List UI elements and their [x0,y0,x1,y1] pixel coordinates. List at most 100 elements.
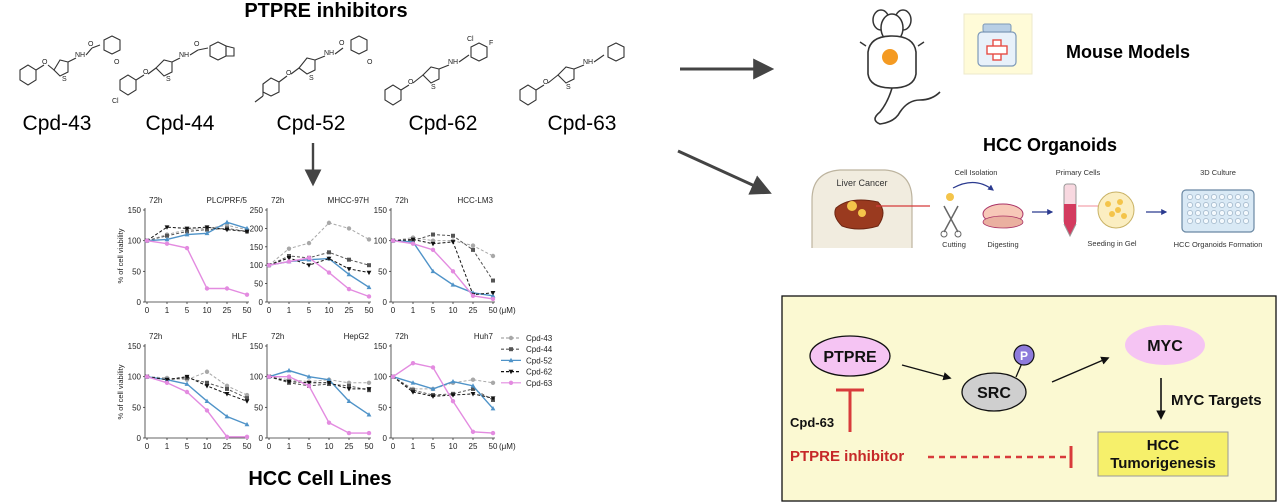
arrow-to-organoids [677,149,772,195]
legend-marker [508,380,514,385]
data-point [286,259,292,264]
data-point [471,386,475,391]
data-point [346,271,352,277]
data-point [451,233,455,238]
data-point [286,367,292,373]
y-tick-label: 150 [250,342,264,351]
x-tick-label: 0 [145,306,150,315]
structure-cpd-63: O S NH [519,42,625,106]
data-point [366,294,372,299]
data-point [430,365,436,370]
well [1235,218,1241,224]
well [1187,194,1193,200]
data-point [450,240,456,245]
compound-label: Cpd-43 [23,112,92,135]
y-tick-label: 50 [254,280,263,289]
data-point [450,378,456,384]
y-tick-label: 250 [250,206,264,215]
well [1219,210,1225,216]
series-line [393,234,494,281]
mouse-illustration [859,9,941,125]
data-point [306,240,312,246]
data-point [346,267,352,272]
data-point [204,225,210,230]
data-point [366,430,372,436]
data-point [346,286,352,292]
well [1203,218,1209,224]
time-label: 72h [395,332,408,341]
data-point [366,270,372,276]
well [1219,202,1225,208]
data-point [346,387,352,392]
series-line [146,226,248,242]
data-point [326,256,332,262]
x-axis-unit: (μM) [499,306,516,315]
y-tick-label: 50 [132,267,141,276]
x-tick-label: 0 [267,442,272,451]
data-point [224,227,230,233]
data-point [450,282,456,287]
ptpre-node [809,335,891,377]
series-line [392,239,494,297]
structure-cpd-52: O S NH O O [254,35,373,103]
data-point [430,394,436,399]
series-line [146,375,247,438]
well [1219,218,1225,224]
well [1203,210,1209,216]
well [1227,210,1233,216]
data-point [286,256,292,261]
x-tick-label: 1 [287,306,292,315]
formation-label: HCC Organoids Formation [1174,240,1263,249]
data-point [346,398,352,403]
time-label: 72h [395,196,408,205]
x-tick-label: 50 [365,306,374,315]
series-line [392,238,494,296]
time-label: 72h [149,332,162,341]
y-axis-label: % of cell viability [116,364,125,419]
culture-label: 3D Culture [1200,168,1236,177]
myc-node [1125,325,1205,365]
svg-text:NH: NH [583,59,593,66]
x-tick-label: 25 [469,306,478,315]
data-point [245,396,249,401]
data-point [164,225,170,230]
series-line [268,257,370,274]
data-point [224,392,230,397]
series-line [146,371,248,396]
well [1243,194,1249,200]
well [1235,210,1241,216]
series-line [392,376,494,390]
well [1195,210,1201,216]
well [1211,202,1217,208]
series-line [146,376,248,402]
mechanism-panel: PTPRE SRC P MYC MYC Targets HCC Tumorige… [781,295,1277,502]
chart-panel: 0 50 100 150 0 1 5 10 25 50 72h PLC/PRF/5 % of cell … [116,196,252,315]
chart-title: HepG2 [344,332,370,341]
legend-marker [508,357,514,363]
data-point [266,263,272,268]
y-tick-label: 150 [128,342,142,351]
data-point [470,383,476,388]
data-point [470,377,476,382]
well [1187,218,1193,224]
svg-text:O: O [286,70,292,77]
well [1187,210,1193,216]
x-tick-label: 50 [243,442,252,451]
data-point [490,396,496,401]
data-point [184,389,190,395]
well [1235,194,1241,200]
data-point [164,241,170,246]
y-tick-label: 0 [383,298,388,307]
structure-cpd-62: O S NH Cl F [384,36,493,106]
data-point [410,390,416,395]
svg-text:O: O [339,40,345,47]
series-line [146,224,248,242]
compound-label: Cpd-44 [146,112,215,135]
data-point [470,293,476,299]
cutting-label: Cutting [942,240,966,249]
data-point [204,384,210,389]
x-tick-label: 1 [165,442,170,451]
phospho-node [1013,344,1035,366]
